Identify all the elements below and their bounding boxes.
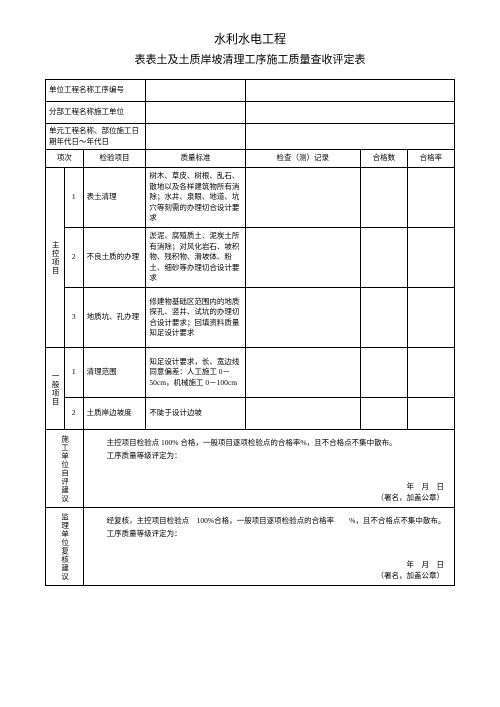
sig-seal: （署名，加盖公章） [377,571,445,580]
record-cell [245,348,360,398]
group-label: 一般项目 [46,348,65,430]
pass-rate [407,228,454,288]
record-cell [245,168,360,228]
sig-seal: （署名，加盖公章） [377,493,445,502]
pass-rate [407,398,454,430]
sig-date: 年 月 日 [407,482,445,491]
signature-row: 监理单位复核建议 经复核，主控项目检验点 100%合格，一般项目逐项检验点的合格… [46,508,455,586]
table-row: 2 不良土质的办理 淤泥、腐殖质土、泥炭土所有消除；对风化岩石、坡积物、残积物、… [46,228,455,288]
row-num: 2 [64,398,83,430]
info-value [146,102,245,124]
info-value [146,124,245,150]
pass-rate [407,348,454,398]
sig-label: 施工单位自评建议 [46,430,84,508]
col-header: 项次 [46,150,84,168]
record-cell [245,228,360,288]
pass-rate [407,168,454,228]
info-value [245,102,454,124]
check-item: 表土清理 [83,168,146,228]
info-label: 分部工程名称施工单位 [46,102,146,124]
table-row: 主控项目 1 表土清理 树木、草皮、树根、乱石、散地以及各样建筑物所有消除；水井… [46,168,455,228]
evaluation-table: 单位工程名称工序编号 分部工程名称施工单位 单元工程名称、部位施工日期年代日～年… [45,79,455,586]
pass-count [360,228,407,288]
sig-date: 年 月 日 [407,560,445,569]
col-header: 合格率 [407,150,454,168]
pass-count [360,168,407,228]
pass-count [360,348,407,398]
quality-std: 淤泥、腐殖质土、泥炭土所有消除；对风化岩石、坡积物、残积物、滑坡体、粉土、细砂等… [146,228,245,288]
header-row: 项次 检验项目 质量标准 检查（测）记录 合格数 合格率 [46,150,455,168]
pass-count [360,288,407,348]
table-row: 2 土质岸边坡度 不陡于设计边坡 [46,398,455,430]
row-num: 1 [64,168,83,228]
check-item: 清理范围 [83,348,146,398]
info-value [146,80,245,102]
sig-text: 工序质量等级评定为： [92,529,446,540]
info-value [245,124,454,150]
record-cell [245,398,360,430]
record-cell [245,288,360,348]
table-row: 3 地质坑、孔办理 修建物基础区范围内的地质探孔、竖井、试坑的办理切合设计要求；… [46,288,455,348]
info-label: 单元工程名称、部位施工日期年代日～年代日 [46,124,146,150]
info-row: 单元工程名称、部位施工日期年代日～年代日 [46,124,455,150]
signature-row: 施工单位自评建议 主控项目检验点 100% 合格，一般项目逐项检验点的合格率%，… [46,430,455,508]
col-header: 合格数 [360,150,407,168]
sig-block: 主控项目检验点 100% 合格，一般项目逐项检验点的合格率%，且不合格点不集中散… [83,430,454,508]
quality-std: 树木、草皮、树根、乱石、散地以及各样建筑物所有消除；水井、泉眼、地道、坑穴等刻需… [146,168,245,228]
row-num: 1 [64,348,83,398]
sig-text: 经复核，主控项目检验点 100%合格，一般项目逐项检验点的合格率 %，且不合格点… [92,516,446,527]
quality-std: 知足设计要求，长、宽边线同意偏差：人工施工 0－50cm，机械施工 0－100c… [146,348,245,398]
pass-count [360,398,407,430]
col-header: 检验项目 [83,150,146,168]
info-row: 单位工程名称工序编号 [46,80,455,102]
group-label: 主控项目 [46,168,65,348]
page-title: 水利水电工程 [45,30,455,47]
check-item: 不良土质的办理 [83,228,146,288]
sig-text: 主控项目检验点 100% 合格，一般项目逐项检验点的合格率%，且不合格点不集中散… [92,438,446,449]
info-row: 分部工程名称施工单位 [46,102,455,124]
info-label: 单位工程名称工序编号 [46,80,146,102]
row-num: 2 [64,228,83,288]
page-subtitle: 表表土及土质岸坡清理工序施工质量查收评定表 [45,51,455,67]
sig-text: 工序质量等级评定为： [92,451,446,462]
pass-rate [407,288,454,348]
sig-block: 经复核，主控项目检验点 100%合格，一般项目逐项检验点的合格率 %，且不合格点… [83,508,454,586]
info-value [245,80,454,102]
check-item: 土质岸边坡度 [83,398,146,430]
quality-std: 不陡于设计边坡 [146,398,245,430]
col-header: 检查（测）记录 [245,150,360,168]
quality-std: 修建物基础区范围内的地质探孔、竖井、试坑的办理切合设计要求；回填资料质量知足设计… [146,288,245,348]
table-row: 一般项目 1 清理范围 知足设计要求，长、宽边线同意偏差：人工施工 0－50cm… [46,348,455,398]
col-header: 质量标准 [146,150,245,168]
check-item: 地质坑、孔办理 [83,288,146,348]
sig-label: 监理单位复核建议 [46,508,84,586]
row-num: 3 [64,288,83,348]
